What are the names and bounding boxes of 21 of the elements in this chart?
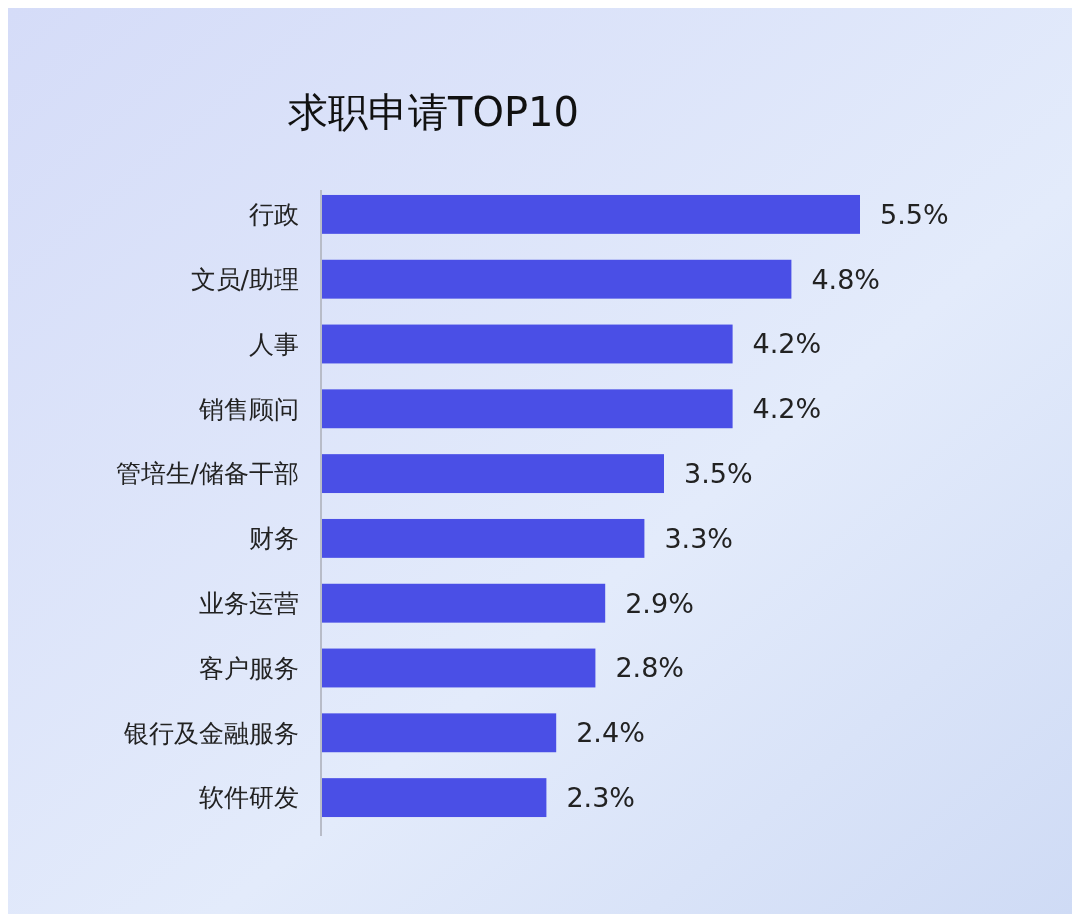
y-tick-label: 管培生/储备干部	[115, 459, 299, 489]
data-label: 4.2%	[752, 393, 822, 425]
data-label: 2.3%	[566, 782, 636, 814]
data-label: 3.5%	[684, 458, 753, 490]
y-tick-label: 人事	[249, 329, 299, 359]
y-tick-label: 软件研发	[199, 783, 299, 813]
data-label: 2.9%	[625, 587, 694, 619]
data-label: 2.8%	[615, 652, 685, 684]
data-label: 3.3%	[664, 522, 734, 554]
y-tick-label: 行政	[249, 200, 299, 230]
data-label: 4.8%	[811, 263, 881, 295]
y-tick-label: 银行及金融服务	[123, 718, 299, 748]
data-label: 4.2%	[752, 328, 822, 360]
y-tick-label: 业务运营	[199, 588, 299, 618]
data-label: 5.5%	[880, 198, 949, 230]
y-tick-label: 客户服务	[199, 653, 299, 683]
chart-title: 求职申请TOP10	[288, 89, 579, 135]
data-label: 2.4%	[576, 717, 645, 749]
y-tick-label: 文员/助理	[190, 264, 299, 294]
y-tick-label: 财务	[249, 524, 299, 554]
y-tick-label: 销售顾问	[198, 394, 299, 424]
